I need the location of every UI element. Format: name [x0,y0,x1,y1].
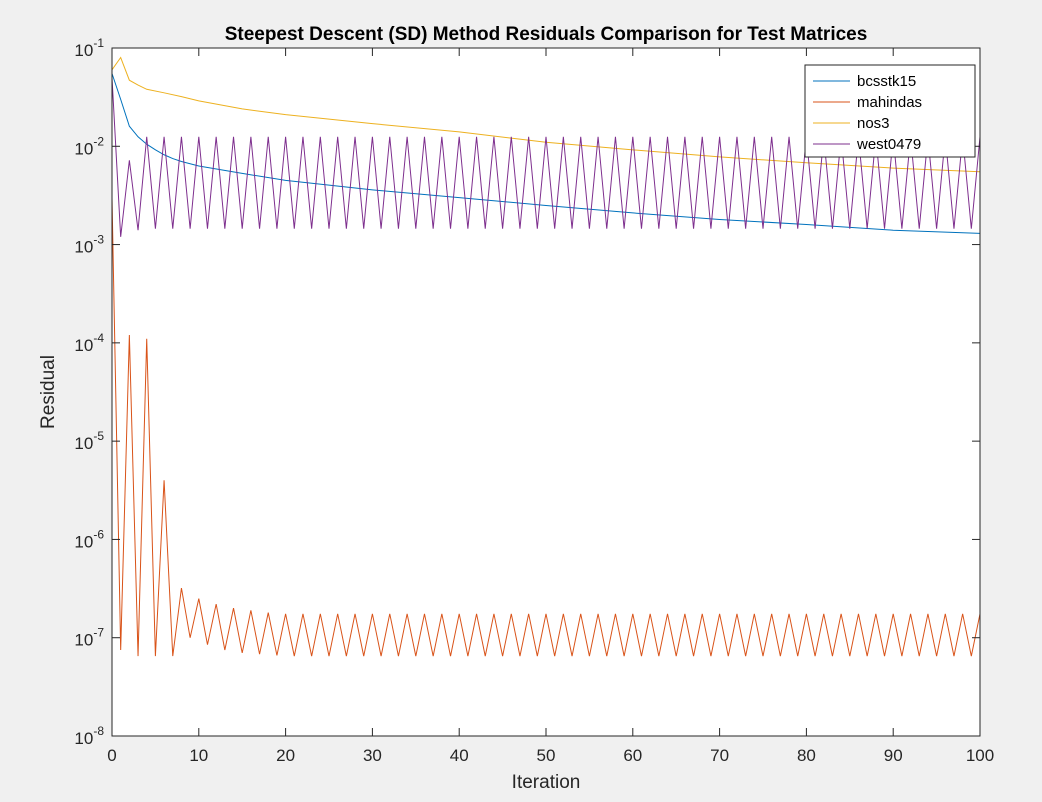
x-tick-label: 80 [797,746,816,765]
legend-entry-mahindas: mahindas [857,94,922,111]
y-tick-label: 10-3 [74,233,104,257]
y-tick-label: 10-7 [74,626,104,650]
y-tick-label: 10-6 [74,527,104,551]
y-tick-label: 10-8 [74,724,104,748]
x-tick-label: 10 [189,746,208,765]
x-tick-label: 20 [276,746,295,765]
x-tick-label: 70 [710,746,729,765]
x-tick-label: 40 [450,746,469,765]
y-tick-label: 10-4 [74,331,104,355]
legend-entry-nos3: nos3 [857,115,890,132]
legend-entry-bcsstk15: bcsstk15 [857,73,916,90]
legend-box [804,64,976,158]
legend: bcsstk15 mahindas nos3 west0479 [804,64,976,158]
x-tick-label: 50 [537,746,556,765]
legend-entry-west0479: west0479 [856,136,921,153]
x-tick-label: 90 [884,746,903,765]
x-tick-label: 0 [107,746,116,765]
series-line-west0479 [111,77,981,237]
y-tick-label: 10-5 [74,429,104,453]
series-line-nos3 [111,56,981,173]
series-line-mahindas [111,197,981,657]
x-tick-label: 100 [966,746,994,765]
x-tick-label: 30 [363,746,382,765]
series-line-bcsstk15 [111,73,981,234]
plot-area [112,48,980,736]
y-tick-label: 10-2 [74,134,104,158]
y-tick-label: 10-1 [74,36,104,60]
x-tick-label: 60 [623,746,642,765]
y-axis-label: Residual [38,355,59,429]
x-axis-label: Iteration [512,772,581,793]
chart-title: Steepest Descent (SD) Method Residuals C… [225,24,868,45]
